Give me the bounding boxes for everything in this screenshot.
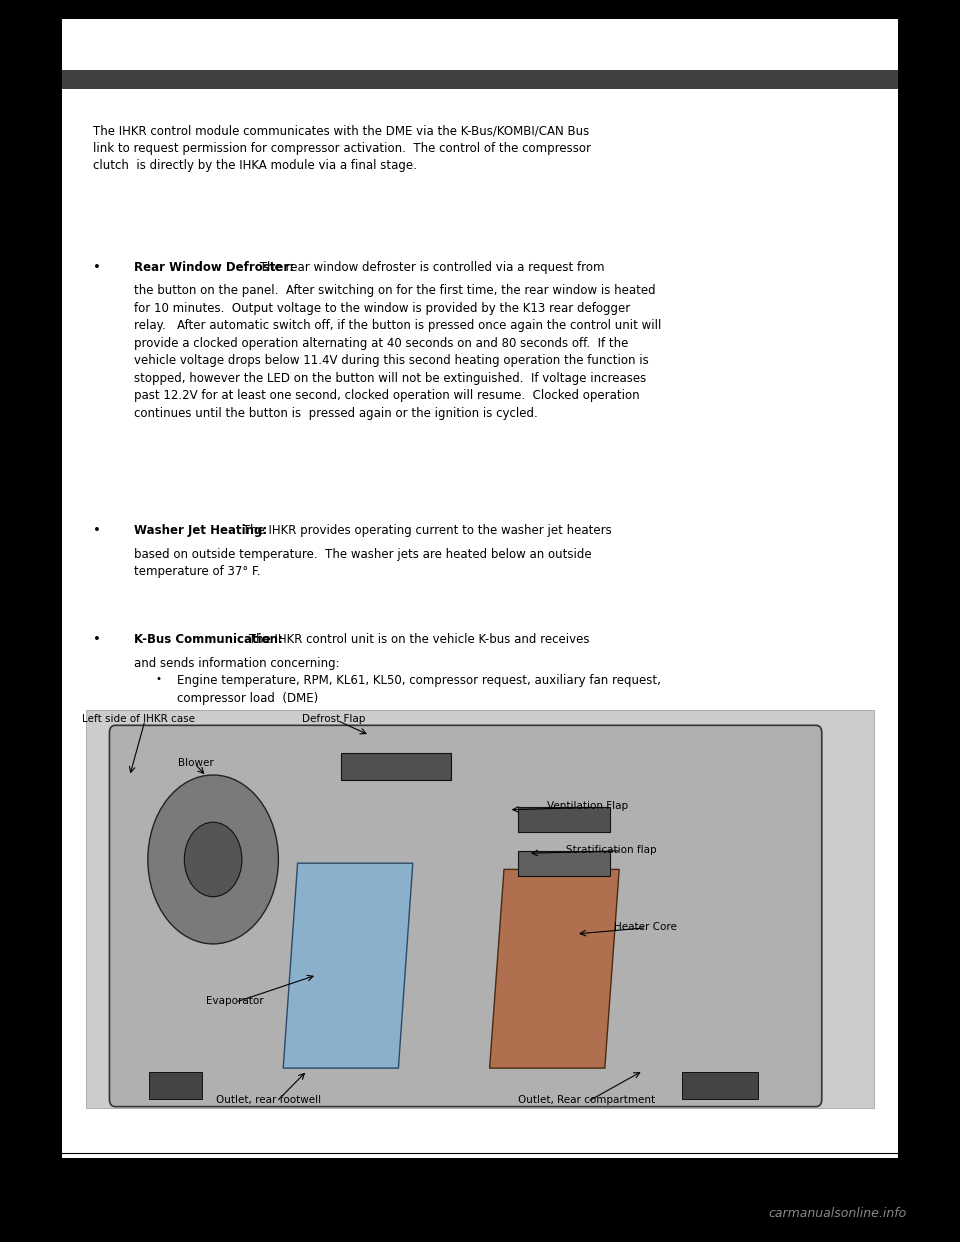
Bar <box>682 1072 758 1099</box>
Text: •: • <box>93 261 101 273</box>
Bar <box>341 753 451 780</box>
Text: Washer Jet Heating:: Washer Jet Heating: <box>134 524 268 537</box>
Text: the button on the panel.  After switching on for the first time, the rear window: the button on the panel. After switching… <box>134 284 661 420</box>
Text: Heater Core: Heater Core <box>614 922 677 932</box>
Text: Blower: Blower <box>178 758 213 768</box>
Bar <box>518 851 610 876</box>
Text: carmanualsonline.info: carmanualsonline.info <box>768 1207 906 1220</box>
Text: •: • <box>93 633 101 646</box>
Text: based on outside temperature.  The washer jets are heated below an outside
tempe: based on outside temperature. The washer… <box>134 548 592 579</box>
Text: •: • <box>156 715 161 725</box>
Text: •: • <box>156 749 161 759</box>
Bar <box>62 19 898 68</box>
Text: Outlet, rear footwell: Outlet, rear footwell <box>216 1095 322 1105</box>
Bar <box>62 68 898 1158</box>
Polygon shape <box>283 863 413 1068</box>
Bar <box>518 807 610 832</box>
Text: and sends information concerning:: and sends information concerning: <box>134 657 340 669</box>
Text: The rear window defroster is controlled via a request from: The rear window defroster is controlled … <box>255 261 605 273</box>
Bar <box>86 710 874 1108</box>
Text: Defrost Flap: Defrost Flap <box>302 714 366 724</box>
Text: Ventilation Flap: Ventilation Flap <box>547 801 629 811</box>
Text: K-Bus Communication:: K-Bus Communication: <box>134 633 283 646</box>
Text: Engine temperature, RPM, KL61, KL50, compressor request, auxiliary fan request,
: Engine temperature, RPM, KL61, KL50, com… <box>177 674 660 705</box>
Polygon shape <box>490 869 619 1068</box>
FancyBboxPatch shape <box>109 725 822 1107</box>
Text: The IHKR control module communicates with the DME via the K-Bus/KOMBI/CAN Bus
li: The IHKR control module communicates wit… <box>93 124 591 173</box>
Bar <box>149 1072 202 1099</box>
Text: Left side of IHKR case: Left side of IHKR case <box>82 714 195 724</box>
Text: •: • <box>156 674 161 684</box>
Text: The IHKR control unit is on the vehicle K-bus and receives: The IHKR control unit is on the vehicle … <box>245 633 589 646</box>
Circle shape <box>148 775 278 944</box>
Text: The IHKR provides operating current to the washer jet heaters: The IHKR provides operating current to t… <box>239 524 612 537</box>
Circle shape <box>184 822 242 897</box>
Text: Rear Window Defroster:: Rear Window Defroster: <box>134 261 295 273</box>
Text: 2001 model year changes: 2001 model year changes <box>82 1180 217 1190</box>
Text: Diagnosis and coding  (DIS/MoDiC): Diagnosis and coding (DIS/MoDiC) <box>177 749 382 761</box>
Bar <box>62 70 898 89</box>
Text: •: • <box>93 524 101 537</box>
Text: 16: 16 <box>82 1158 100 1172</box>
Text: Outlet, Rear compartment: Outlet, Rear compartment <box>518 1095 656 1105</box>
Text: Outside temperature KL15 and road speed (KOMBI): Outside temperature KL15 and road speed … <box>177 715 480 728</box>
Text: Stratification flap: Stratification flap <box>566 845 657 854</box>
Text: Evaporator: Evaporator <box>206 996 264 1006</box>
